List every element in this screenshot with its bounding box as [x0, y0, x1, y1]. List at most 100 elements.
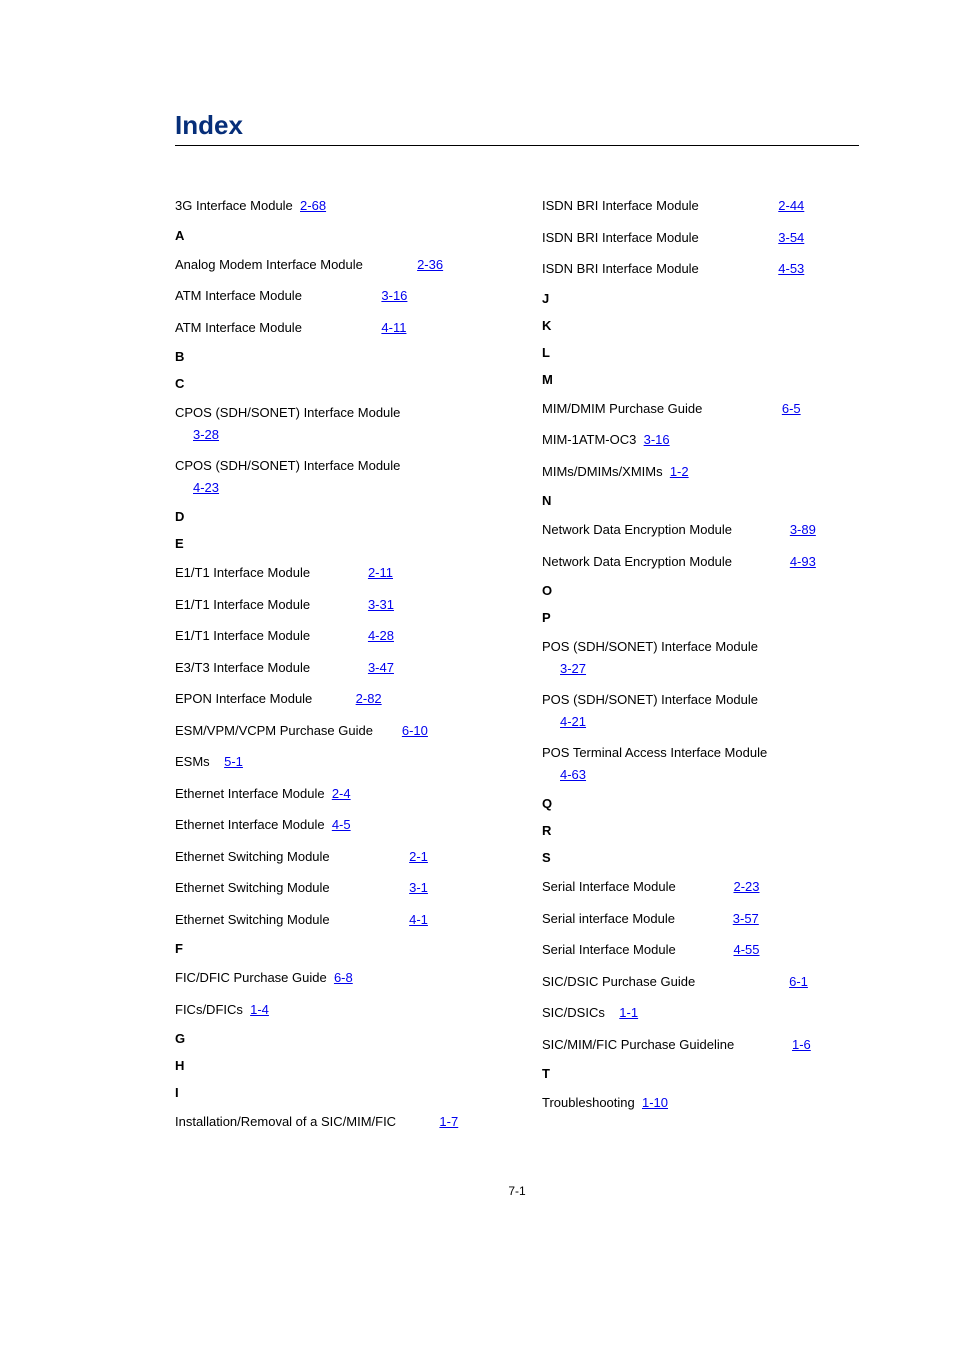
index-entry: ISDN BRI Interface Module 2-44 [542, 196, 859, 216]
entry-text: Serial interface Module [542, 911, 675, 926]
index-entry: Ethernet Switching Module 3-1 [175, 878, 492, 898]
entry-text: ESM/VPM/VCPM Purchase Guide [175, 723, 373, 738]
entry-text: E3/T3 Interface Module [175, 660, 310, 675]
page-link[interactable]: 1-10 [642, 1095, 668, 1110]
letter-heading: N [542, 493, 859, 508]
page-link[interactable]: 3-28 [193, 427, 219, 442]
index-entry-link-line: 4-21 [542, 712, 859, 732]
entry-text: SIC/DSICs [542, 1005, 605, 1020]
page-link[interactable]: 4-21 [560, 714, 586, 729]
index-entry: POS Terminal Access Interface Module [542, 743, 859, 763]
entry-text: Ethernet Interface Module [175, 817, 325, 832]
letter-heading: K [542, 318, 859, 333]
letter-heading: A [175, 228, 492, 243]
page-link[interactable]: 4-23 [193, 480, 219, 495]
index-entry: Network Data Encryption Module 4-93 [542, 552, 859, 572]
page-link[interactable]: 3-47 [368, 660, 394, 675]
right-column: ISDN BRI Interface Module 2-44ISDN BRI I… [542, 196, 859, 1144]
index-entry: Ethernet Switching Module 2-1 [175, 847, 492, 867]
index-entry-link-line: 3-28 [175, 425, 492, 445]
entry-text: Ethernet Switching Module [175, 880, 330, 895]
page-link[interactable]: 2-82 [356, 691, 382, 706]
letter-heading: D [175, 509, 492, 524]
index-entry: SIC/MIM/FIC Purchase Guideline 1-6 [542, 1035, 859, 1055]
index-entry: Serial interface Module 3-57 [542, 909, 859, 929]
page-link[interactable]: 6-1 [789, 974, 808, 989]
entry-text: ATM Interface Module [175, 320, 302, 335]
index-entry: POS (SDH/SONET) Interface Module [542, 690, 859, 710]
index-entry: Network Data Encryption Module 3-89 [542, 520, 859, 540]
entry-text: ATM Interface Module [175, 288, 302, 303]
index-entry: ATM Interface Module 3-16 [175, 286, 492, 306]
page-link[interactable]: 3-31 [368, 597, 394, 612]
index-entry: Ethernet Switching Module 4-1 [175, 910, 492, 930]
index-entry: E1/T1 Interface Module 4-28 [175, 626, 492, 646]
page-link[interactable]: 3-16 [381, 288, 407, 303]
page-link[interactable]: 3-89 [790, 522, 816, 537]
entry-text: 3G Interface Module [175, 198, 293, 213]
page-link[interactable]: 2-44 [778, 198, 804, 213]
page-link[interactable]: 4-1 [409, 912, 428, 927]
page-link[interactable]: 6-10 [402, 723, 428, 738]
letter-heading: E [175, 536, 492, 551]
letter-heading: C [175, 376, 492, 391]
page-link[interactable]: 3-16 [644, 432, 670, 447]
page-link[interactable]: 2-23 [733, 879, 759, 894]
page-link[interactable]: 3-1 [409, 880, 428, 895]
page-link[interactable]: 6-5 [782, 401, 801, 416]
index-entry: FICs/DFICs 1-4 [175, 1000, 492, 1020]
index-entry: 3G Interface Module 2-68 [175, 196, 492, 216]
page-link[interactable]: 3-54 [778, 230, 804, 245]
page-link[interactable]: 1-1 [619, 1005, 638, 1020]
index-entry: Installation/Removal of a SIC/MIM/FIC 1-… [175, 1112, 492, 1132]
entry-text: MIM-1ATM-OC3 [542, 432, 636, 447]
entry-text: Network Data Encryption Module [542, 554, 732, 569]
entry-text: ESMs [175, 754, 210, 769]
page-link[interactable]: 5-1 [224, 754, 243, 769]
letter-heading: B [175, 349, 492, 364]
page-link[interactable]: 4-5 [332, 817, 351, 832]
page-link[interactable]: 1-6 [792, 1037, 811, 1052]
entry-text: Ethernet Switching Module [175, 912, 330, 927]
page-link[interactable]: 6-8 [334, 970, 353, 985]
index-entry: ESM/VPM/VCPM Purchase Guide 6-10 [175, 721, 492, 741]
page-link[interactable]: 4-93 [790, 554, 816, 569]
index-entry: ATM Interface Module 4-11 [175, 318, 492, 338]
letter-heading: R [542, 823, 859, 838]
page-link[interactable]: 2-1 [409, 849, 428, 864]
title-divider [175, 145, 859, 146]
entry-text: EPON Interface Module [175, 691, 312, 706]
entry-text: E1/T1 Interface Module [175, 565, 310, 580]
index-entry-link-line: 4-23 [175, 478, 492, 498]
page-link[interactable]: 1-4 [250, 1002, 269, 1017]
letter-heading: H [175, 1058, 492, 1073]
entry-text: ISDN BRI Interface Module [542, 198, 699, 213]
letter-heading: Q [542, 796, 859, 811]
page-link[interactable]: 2-36 [417, 257, 443, 272]
page-link[interactable]: 4-55 [733, 942, 759, 957]
page-link[interactable]: 4-63 [560, 767, 586, 782]
index-entry: Ethernet Interface Module 4-5 [175, 815, 492, 835]
page-link[interactable]: 4-53 [778, 261, 804, 276]
page-link[interactable]: 3-57 [733, 911, 759, 926]
entry-text: Serial Interface Module [542, 879, 676, 894]
index-entry-link-line: 3-27 [542, 659, 859, 679]
index-entry-link-line: 4-63 [542, 765, 859, 785]
entry-text: Serial Interface Module [542, 942, 676, 957]
entry-text: FIC/DFIC Purchase Guide [175, 970, 327, 985]
page-link[interactable]: 1-7 [439, 1114, 458, 1129]
entry-text: Analog Modem Interface Module [175, 257, 363, 272]
page-link[interactable]: 3-27 [560, 661, 586, 676]
page-link[interactable]: 4-11 [381, 320, 406, 335]
page-link[interactable]: 2-68 [300, 198, 326, 213]
index-entry: MIM-1ATM-OC3 3-16 [542, 430, 859, 450]
page-link[interactable]: 2-4 [332, 786, 351, 801]
entry-text: Ethernet Switching Module [175, 849, 330, 864]
title-section: Index [175, 110, 859, 146]
index-entry: ISDN BRI Interface Module 4-53 [542, 259, 859, 279]
index-entry: POS (SDH/SONET) Interface Module [542, 637, 859, 657]
page-link[interactable]: 1-2 [670, 464, 689, 479]
page-link[interactable]: 4-28 [368, 628, 394, 643]
left-column: 3G Interface Module 2-68 A Analog Modem In… [175, 196, 492, 1144]
page-link[interactable]: 2-11 [368, 565, 393, 580]
